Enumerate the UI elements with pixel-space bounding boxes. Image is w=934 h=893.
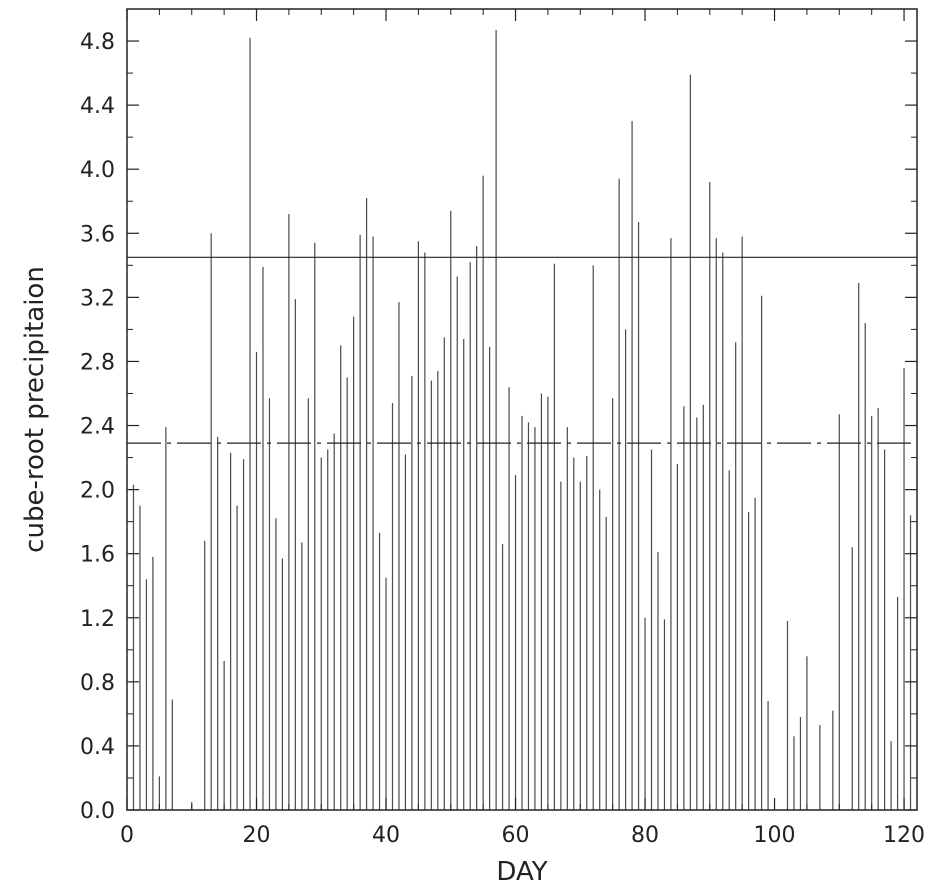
x-tick-label: 0: [120, 823, 134, 848]
bar-series: [133, 30, 910, 810]
x-tick-label: 120: [883, 823, 925, 848]
y-tick-label: 1.6: [80, 543, 115, 568]
y-tick-label: 0.8: [80, 671, 115, 696]
y-tick-label: 2.4: [80, 415, 115, 440]
y-tick-label: 2.8: [80, 350, 115, 375]
x-tick-label: 20: [243, 823, 271, 848]
y-tick-label: 1.2: [80, 607, 115, 632]
y-tick-label: 4.0: [80, 158, 115, 183]
y-tick-label: 4.4: [80, 94, 115, 119]
y-tick-label: 0.0: [80, 799, 115, 824]
reference-lines: [127, 257, 917, 443]
x-tick-label: 80: [631, 823, 659, 848]
y-tick-label: 3.6: [80, 222, 115, 247]
y-tick-label: 3.2: [80, 286, 115, 311]
y-tick-label: 4.8: [80, 30, 115, 55]
x-axis-title: DAY: [496, 857, 547, 887]
y-tick-label: 2.0: [80, 479, 115, 504]
x-tick-label: 60: [502, 823, 530, 848]
x-tick-label: 100: [754, 823, 796, 848]
x-tick-label: 40: [372, 823, 400, 848]
y-axis-title: cube-root precipitaion: [20, 266, 50, 553]
y-tick-label: 0.4: [80, 735, 115, 760]
